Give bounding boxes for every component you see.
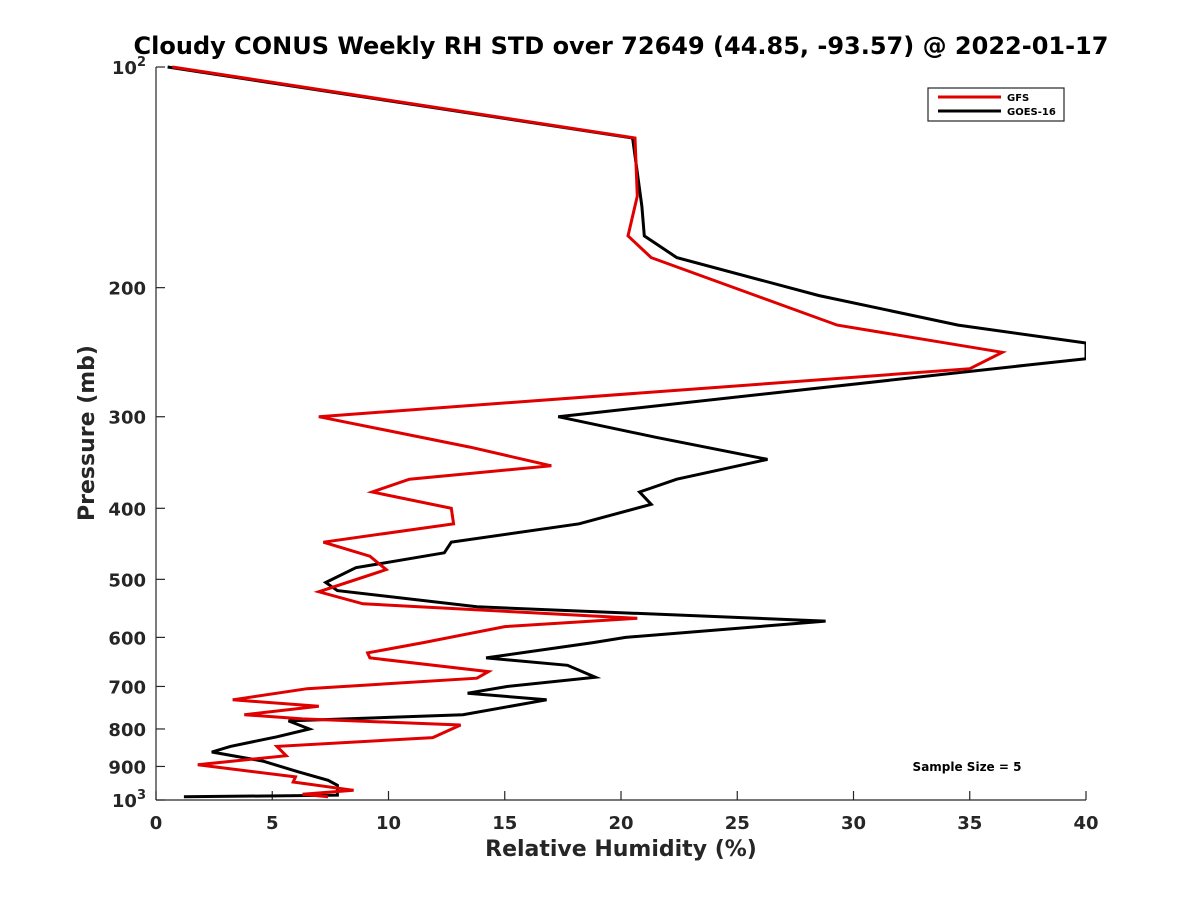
y-tick-label: 600 [108,628,146,649]
legend: GFS GOES-16 [927,87,1065,122]
chart-title: Cloudy CONUS Weekly RH STD over 72649 (4… [134,32,1109,60]
x-tick-label: 10 [376,813,401,834]
y-tick-label: 102 [112,55,146,79]
legend-label: GOES-16 [1007,107,1056,118]
y-tick-label: 103 [112,788,146,812]
x-tick-label: 40 [1073,813,1098,834]
series-line-goes-16 [167,65,1086,799]
x-tick-label: 30 [841,813,866,834]
y-tick-label: 900 [108,757,146,778]
x-tick-label: 35 [957,813,982,834]
y-tick-label: 800 [108,720,146,741]
y-tick-label: 700 [108,677,146,698]
y-tick-label: 400 [108,499,146,520]
x-tick-label: 0 [150,813,163,834]
x-tick-label: 15 [492,813,517,834]
sample-size-annotation: Sample Size = 5 [913,760,1022,774]
y-tick-label: 300 [108,408,146,429]
legend-box [927,87,1065,122]
x-tick-label: 20 [608,813,633,834]
legend-label: GFS [1007,93,1029,104]
y-axis-label: Pressure (mb) [75,345,100,521]
y-tick-label: 200 [108,279,146,300]
series-line-gfs [172,65,1008,799]
x-tick-label: 25 [725,813,750,834]
y-tick-label: 500 [108,570,146,591]
x-tick-label: 5 [266,813,279,834]
x-axis-label: Relative Humidity (%) [485,837,757,862]
plot-layer: 0 5 10 15 20 25 30 35 40 102 200 300 400 500 600 700 800… [108,55,1098,834]
